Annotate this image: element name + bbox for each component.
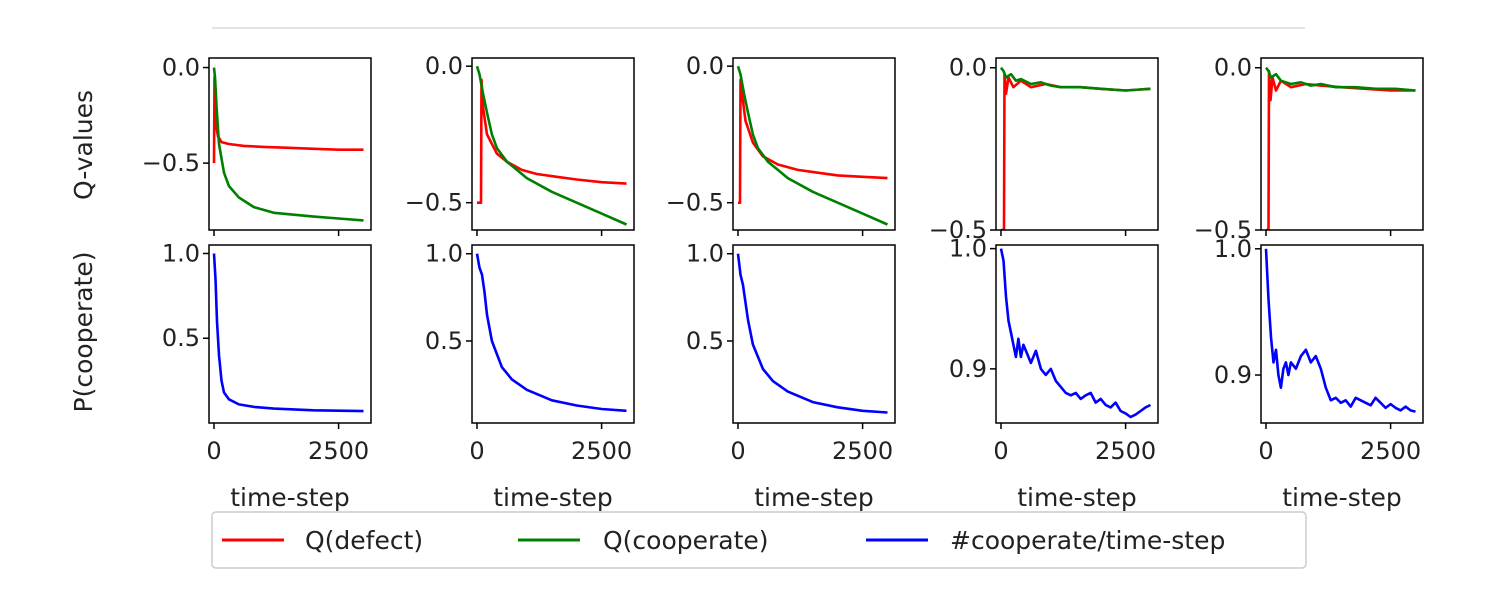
p-panel-3-ytick-label: 1.0	[686, 240, 724, 268]
p-panel-4: 1.0 0.9 0 2500 time-step	[949, 235, 1159, 512]
p-panel-3-frame	[732, 244, 896, 424]
p-panel-5-xlabel: time-step	[1282, 483, 1402, 512]
p-panel-5: 1.0 0.9 0 2500 time-step	[1214, 235, 1424, 512]
q-panel-3-ytick-label: 0.0	[686, 52, 724, 80]
p-panel-3-xtick-label: 2500	[832, 437, 893, 465]
p-panel-1-p-cooperate-line	[212, 253, 364, 413]
q-panel-4-ytick-label: 0.0	[949, 54, 987, 82]
q-panel-4-q-defect-line	[1001, 72, 1151, 230]
p-panel-1-ytick-label: 1.0	[162, 239, 200, 267]
p-panel-2-ytick-label: 1.0	[425, 240, 463, 268]
p-panel-2: 1.0 0.5 0 2500 time-step	[425, 240, 635, 512]
q-panel-3-frame	[732, 57, 896, 231]
q-panel-1-frame	[208, 57, 372, 231]
p-panel-1-xtick-label: 0	[206, 437, 221, 465]
p-panel-2-xlabel: time-step	[493, 483, 613, 512]
q-panel-1-q-cooperate-line	[212, 67, 364, 222]
p-panel-4-ytick-label: 1.0	[949, 235, 987, 263]
q-panel-5-frame	[1260, 57, 1424, 231]
q-panel-5: 0.0 −0.5	[1194, 54, 1424, 244]
legend-frame	[211, 511, 1307, 569]
q-panel-5-q-cooperate-line	[1264, 66, 1416, 92]
legend: Q(defect) Q(cooperate) #cooperate/time-s…	[211, 511, 1307, 569]
p-panel-2-xtick-label: 2500	[571, 437, 632, 465]
p-panel-4-xlabel: time-step	[1017, 483, 1137, 512]
q-panel-5-ytick-label: 0.0	[1214, 54, 1252, 82]
p-panel-4-p-cooperate-line	[999, 248, 1152, 419]
q-panel-4-ytick-label: −0.5	[929, 216, 987, 244]
p-panel-4-xtick-label: 2500	[1095, 437, 1156, 465]
p-panel-2-ytick-label: 0.5	[425, 327, 463, 355]
q-panel-2-q-cooperate-line	[475, 65, 628, 226]
q-panel-3-q-defect-line	[738, 78, 888, 204]
q-panel-4: 0.0 −0.5	[929, 54, 1159, 244]
q-panel-1-q-defect-line	[212, 75, 364, 164]
p-panel-1-ytick-label: 0.5	[162, 324, 200, 352]
p-panel-4-ytick-label: 0.9	[949, 355, 987, 383]
q-panel-3-q-cooperate-line	[736, 65, 889, 226]
q-panel-3-ytick-label: −0.5	[666, 189, 724, 217]
p-panel-4-xtick-label: 0	[993, 437, 1008, 465]
p-panel-3-xtick-label: 0	[730, 437, 745, 465]
p-panel-4-frame	[995, 244, 1159, 424]
p-panel-1-xtick-label: 2500	[308, 437, 369, 465]
p-panel-3: 1.0 0.5 0 2500 time-step	[686, 240, 896, 512]
p-panel-2-p-cooperate-line	[475, 253, 627, 413]
ylabel-top: Q-values	[69, 90, 98, 200]
q-panel-3: 0.0 −0.5	[666, 52, 896, 236]
p-panel-3-p-cooperate-line	[736, 253, 888, 414]
legend-label-q-cooperate: Q(cooperate)	[603, 526, 769, 555]
p-panel-5-xtick-label: 0	[1258, 437, 1273, 465]
p-panel-3-ytick-label: 0.5	[686, 327, 724, 355]
q-panel-2-frame	[471, 57, 635, 231]
q-panel-2-q-defect-line	[477, 78, 627, 204]
q-panel-4-frame	[995, 57, 1159, 231]
p-panel-5-ytick-label: 1.0	[1214, 235, 1252, 263]
p-panel-1-xlabel: time-step	[230, 483, 350, 512]
q-panel-2-ytick-label: −0.5	[405, 189, 463, 217]
p-panel-5-p-cooperate-line	[1264, 248, 1416, 413]
p-panel-3-xlabel: time-step	[754, 483, 874, 512]
q-panel-2: 0.0 −0.5	[405, 52, 635, 236]
q-panel-1: 0.0 −0.5	[142, 54, 372, 236]
p-panel-1: 1.0 0.5 0 2500 time-step	[162, 239, 372, 512]
legend-label-q-defect: Q(defect)	[305, 526, 423, 555]
p-panel-5-xtick-label: 2500	[1360, 437, 1421, 465]
panels: 0.0−0.51.00.50 2500time-step0.0−0.51.00.5…	[142, 52, 1424, 512]
p-panel-1-frame	[208, 244, 372, 424]
q-panel-1-ytick-label: 0.0	[162, 54, 200, 82]
q-panel-5-q-defect-line	[1266, 69, 1416, 230]
q-panel-1-ytick-label: −0.5	[142, 149, 200, 177]
p-panel-2-frame	[471, 244, 635, 424]
p-panel-2-xtick-label: 0	[469, 437, 484, 465]
q-panel-2-ytick-label: 0.0	[425, 52, 463, 80]
q-panel-5-ytick-label: −0.5	[1194, 216, 1252, 244]
ylabel-bottom: P(cooperate)	[69, 252, 98, 413]
q-panel-4-q-cooperate-line	[999, 66, 1151, 92]
p-panel-5-frame	[1260, 244, 1424, 424]
p-panel-5-ytick-label: 0.9	[1214, 361, 1252, 389]
legend-label-cooperate-rate: #cooperate/time-step	[950, 526, 1225, 555]
